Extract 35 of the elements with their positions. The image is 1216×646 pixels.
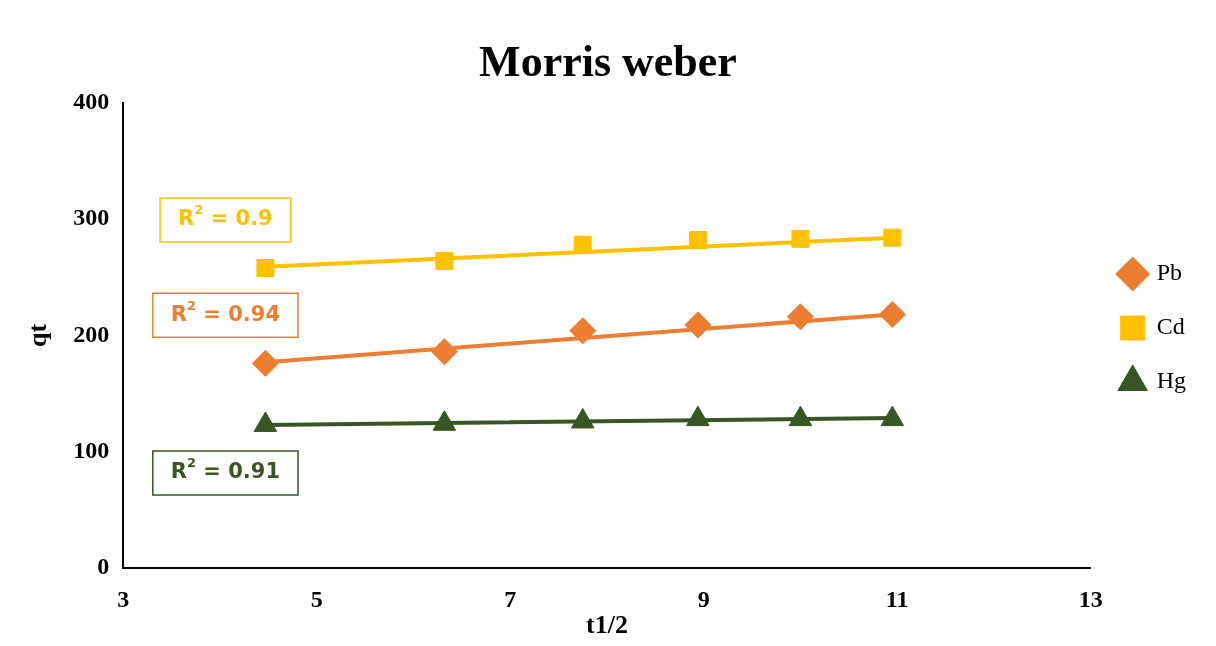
point — [256, 258, 275, 277]
point — [573, 235, 592, 254]
point — [430, 338, 458, 366]
point — [432, 410, 457, 431]
point — [569, 317, 597, 345]
legend-label: Cd — [1156, 313, 1185, 340]
x-tick-label: 5 — [310, 585, 323, 612]
point — [791, 229, 810, 248]
x-tick-label: 9 — [697, 585, 710, 612]
y-tick-label: 0 — [97, 553, 110, 580]
x-tick-label: 7 — [504, 585, 517, 612]
y-axis-title: qt — [23, 323, 53, 347]
x-axis-title: t1/2 — [585, 610, 628, 640]
point — [878, 300, 906, 328]
x-tick-label: 3 — [117, 585, 130, 612]
legend-label: Pb — [1156, 259, 1183, 286]
y-tick-label: 400 — [73, 88, 110, 114]
chart-title: Morris weber — [479, 36, 737, 86]
x-tick-label: 13 — [1078, 585, 1103, 612]
point — [251, 349, 279, 377]
y-tick-label: 200 — [73, 320, 110, 347]
x-tick-label: 11 — [885, 585, 909, 612]
point — [788, 405, 813, 427]
y-tick-label: 100 — [73, 436, 110, 463]
point — [686, 405, 710, 427]
point — [786, 303, 814, 331]
point — [688, 231, 707, 250]
point — [883, 228, 902, 247]
point — [253, 411, 278, 432]
y-tick-label: 300 — [73, 204, 110, 231]
point — [880, 405, 905, 427]
point — [570, 407, 595, 429]
point — [435, 251, 454, 270]
legend-label: Hg — [1156, 367, 1187, 394]
point — [684, 311, 712, 339]
